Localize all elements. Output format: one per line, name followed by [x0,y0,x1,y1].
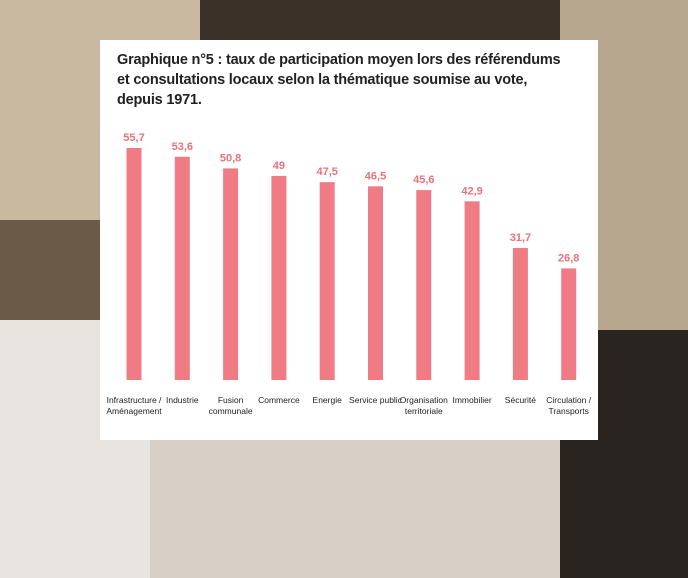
value-label: 45,6 [413,174,434,186]
x-tick-label: Service public [349,395,402,405]
bar [271,175,287,380]
bar [561,268,577,380]
bar [126,148,142,380]
bar [512,247,528,380]
value-label: 50,8 [220,152,241,164]
chart-panel: Graphique n°5 : taux de participation mo… [100,40,598,440]
value-label: 49 [273,160,285,172]
x-tick-label: Organisation territoriale [399,395,448,416]
value-label: 47,5 [316,166,337,178]
value-label: 53,6 [172,141,193,153]
value-label: 55,7 [123,132,144,144]
bar [464,201,480,380]
value-label: 31,7 [510,232,531,244]
x-tick-label: Infrastructure / Aménagement [106,395,162,416]
x-tick-label: Sécurité [504,395,536,405]
bar [319,182,335,380]
x-tick-label: Energie [312,395,342,405]
x-tick-label: Industrie [165,395,199,405]
bar [223,168,239,380]
bar [416,190,432,380]
x-tick-label: Commerce [258,395,300,405]
chart: 55,7 53,6 50,8 49 47,5 46,5 45,6 42,9 31,7 26,8 [123,132,579,380]
x-tick-label: Immobilier [452,395,492,405]
bar [174,156,190,380]
x-tick-label: Fusion communale [208,395,253,416]
value-label: 26,8 [558,252,579,264]
chart-title: Graphique n°5 : taux de participation mo… [117,52,561,108]
bar [368,186,383,380]
value-label: 46,5 [365,170,386,182]
x-tick-label: Circulation / Transports [546,395,592,416]
value-label: 42,9 [461,185,482,197]
